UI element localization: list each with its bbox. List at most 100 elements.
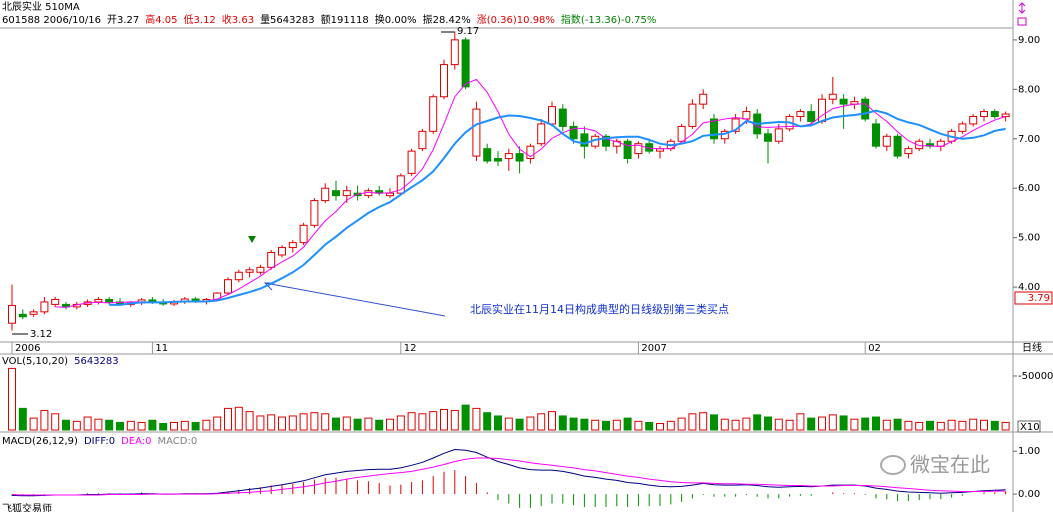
candle-body: [839, 98, 848, 105]
header-item: 低3.12: [184, 13, 216, 26]
candle-body: [1001, 113, 1010, 118]
candle-body: [494, 158, 502, 162]
candle-body: [915, 140, 924, 150]
legend-entry: DIFF:0: [84, 436, 115, 447]
candle-body: [245, 269, 254, 273]
volume-bar: [40, 410, 49, 431]
icon[interactable]: [1018, 2, 1026, 14]
candle-body: [526, 145, 535, 160]
volume-bar: [321, 413, 330, 431]
volume-bar: [191, 421, 200, 431]
volume-bar: [483, 412, 492, 431]
candle-body: [731, 118, 740, 132]
volume-bar: [386, 418, 394, 431]
volume-bar: [126, 420, 135, 431]
header-title: 北辰实业 510MA: [2, 0, 80, 13]
volume-bar: [472, 407, 481, 431]
candle-body: [234, 271, 243, 281]
volume-bar: [872, 416, 880, 431]
candle-body: [332, 190, 340, 197]
candle-body: [861, 98, 870, 120]
y-tick-label: 1.00: [1018, 446, 1040, 457]
volume-bar: [353, 418, 362, 431]
candle-body: [18, 313, 27, 318]
volume-bar: [396, 415, 405, 431]
candle-body: [310, 200, 319, 226]
volume-bar: [299, 413, 308, 431]
legend-entry: MACD:0: [157, 436, 197, 447]
volume-bar: [980, 419, 988, 431]
footer: 飞狐交易师: [2, 502, 52, 512]
volume-bar: [936, 421, 945, 431]
volume-bar: [915, 421, 924, 431]
y-tick-label: 7.00: [1018, 134, 1040, 145]
volume-bar: [62, 419, 70, 431]
x-tick-label: 02: [868, 343, 881, 354]
candle-body: [450, 39, 459, 66]
volume-bar: [731, 419, 740, 431]
candle-body: [742, 111, 751, 120]
legend-title: MACD(26,12,9): [2, 436, 78, 447]
volume-bar: [893, 418, 902, 431]
y-tick-label: 5.00: [1018, 233, 1040, 244]
volume-bar: [785, 419, 794, 431]
volume-bar: [105, 419, 114, 431]
header-item: 开3.27: [107, 15, 139, 26]
header-item: 指数(-13.36)-0.75%: [561, 13, 656, 26]
volume-bar: [526, 416, 535, 431]
volume-bar: [137, 421, 146, 431]
header-item: 涨(0.36)10.98%: [477, 14, 555, 26]
header-item: 振28.42%: [423, 13, 471, 26]
volume-bar: [548, 411, 556, 431]
candle-body: [515, 153, 524, 162]
candle-body: [429, 96, 438, 132]
candle-body: [872, 123, 880, 147]
annotation: 3.12: [30, 329, 52, 340]
candle-body: [710, 118, 718, 140]
x-tick-label: 2006: [15, 343, 40, 354]
header-item: 高4.05: [145, 13, 177, 26]
line: [11, 457, 1006, 496]
candle-body: [958, 123, 967, 132]
volume-bar: [839, 415, 848, 431]
icon[interactable]: [1017, 17, 1027, 26]
volume-bar: [180, 420, 189, 431]
volume-bar: [666, 420, 675, 431]
volume-bar: [83, 416, 92, 431]
volume-bar: [418, 413, 427, 431]
last-price: 3.79: [1028, 293, 1050, 304]
x-tick-label: 11: [155, 343, 168, 354]
volume-bar: [256, 415, 265, 431]
volume-bar: [440, 408, 448, 431]
line: [109, 109, 1006, 306]
legend-title: VOL(5,10,20): [2, 356, 68, 367]
top-icons[interactable]: [1017, 2, 1027, 26]
header-item: 额191118: [321, 13, 369, 26]
candle-body: [548, 106, 556, 125]
volume-bar: [958, 420, 967, 431]
candle-body: [807, 111, 816, 122]
watermark-text: 微宝在此: [910, 453, 990, 477]
volume-bar: [202, 419, 211, 431]
volume-bar: [94, 418, 103, 431]
candle-body: [969, 116, 978, 125]
x-tick-label: 2007: [641, 343, 666, 354]
line: [55, 78, 1006, 308]
volume-bar: [72, 420, 81, 431]
volume-bar: [18, 407, 27, 431]
candle-body: [602, 135, 610, 147]
candle-body: [990, 111, 999, 118]
volume-bar: [494, 415, 502, 431]
volume-bar: [29, 417, 38, 431]
y-tick-label: 8.00: [1018, 84, 1040, 95]
volume-bar: [720, 418, 729, 431]
last-price-box: [1014, 291, 1053, 305]
volume-bar: [148, 419, 157, 431]
candle-body: [634, 143, 643, 155]
y-tick-label: 9.00: [1018, 35, 1040, 46]
candle-body: [828, 93, 837, 100]
volume-bar: [288, 415, 297, 431]
volume-bar: [159, 423, 168, 431]
volume-bar: [461, 404, 470, 431]
